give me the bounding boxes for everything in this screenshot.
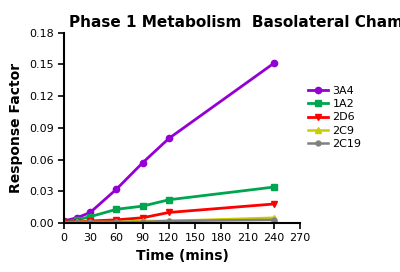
Legend: 3A4, 1A2, 2D6, 2C9, 2C19: 3A4, 1A2, 2D6, 2C9, 2C19 [308, 86, 361, 149]
2C9 [271, 216, 276, 220]
3A4 [62, 219, 66, 222]
2C19 [88, 220, 93, 224]
2C19 [62, 221, 66, 225]
2C9 [75, 220, 80, 224]
1A2 [114, 208, 119, 211]
1A2 [88, 215, 93, 218]
2D6 [114, 218, 119, 221]
2D6 [271, 202, 276, 206]
2C9 [140, 219, 145, 222]
2C9 [62, 221, 66, 225]
3A4 [140, 161, 145, 164]
Line: 2C9: 2C9 [61, 215, 276, 226]
1A2 [75, 218, 80, 221]
Line: 1A2: 1A2 [61, 184, 277, 225]
3A4 [114, 188, 119, 191]
2C9 [88, 220, 93, 224]
Line: 2C19: 2C19 [62, 217, 276, 225]
2D6 [62, 220, 66, 224]
1A2 [62, 220, 66, 224]
1A2 [271, 186, 276, 189]
2C9 [166, 219, 171, 222]
Line: 2D6: 2D6 [61, 201, 277, 225]
Y-axis label: Response Factor: Response Factor [9, 63, 23, 193]
2D6 [166, 211, 171, 214]
X-axis label: Time (mins): Time (mins) [136, 249, 228, 263]
2C19 [75, 220, 80, 224]
1A2 [140, 205, 145, 208]
2C19 [166, 219, 171, 222]
2D6 [140, 216, 145, 220]
2C19 [140, 220, 145, 224]
3A4 [271, 62, 276, 65]
3A4 [88, 211, 93, 214]
3A4 [166, 137, 171, 140]
Text: Phase 1 Metabolism  Basolateral Chamber: Phase 1 Metabolism Basolateral Chamber [69, 15, 400, 30]
2D6 [75, 220, 80, 224]
2C19 [271, 218, 276, 221]
Line: 3A4: 3A4 [61, 60, 277, 224]
2D6 [88, 219, 93, 222]
2C19 [114, 220, 119, 224]
3A4 [75, 216, 80, 220]
1A2 [166, 198, 171, 201]
2C9 [114, 220, 119, 224]
